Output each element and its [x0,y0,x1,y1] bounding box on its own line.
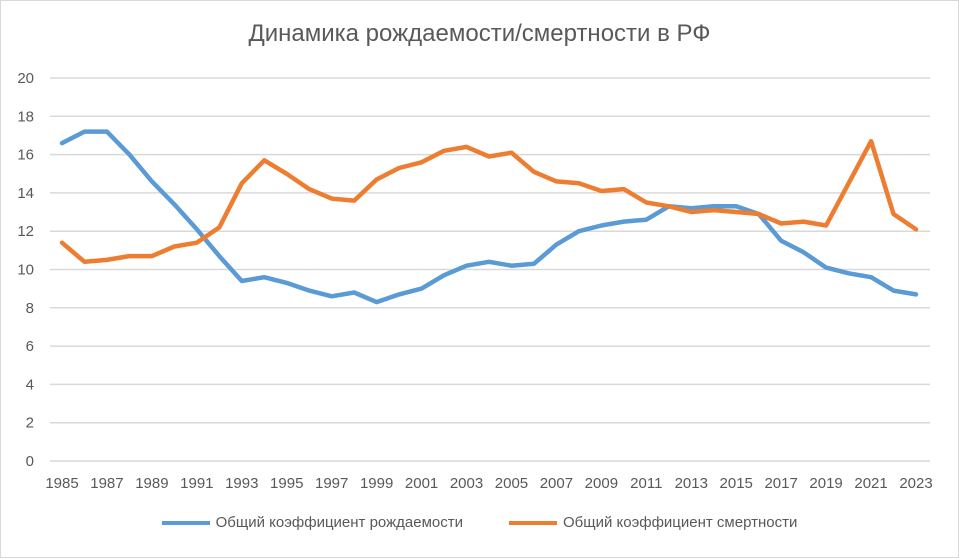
x-tick-label: 1993 [225,475,258,492]
chart-title: Динамика рождаемости/смертности в РФ [248,20,711,47]
legend: Общий коэффициент рождаемости Общий коэф… [0,514,959,531]
y-tick-label: 10 [17,262,34,279]
legend-item-birth: Общий коэффициент рождаемости [161,514,463,531]
x-tick-label: 2015 [720,475,753,492]
y-tick-label: 14 [17,185,34,202]
x-tick-label: 1995 [270,475,303,492]
x-tick-label: 2007 [540,475,573,492]
y-tick-label: 18 [17,108,34,125]
x-tick-label: 2011 [630,475,662,492]
x-tick-label: 1991 [180,475,213,492]
x-tick-label: 2003 [450,475,483,492]
legend-swatch [161,520,210,525]
legend-label: Общий коэффициент рождаемости [215,514,463,531]
legend-swatch [508,520,557,525]
x-tick-label: 2001 [405,475,438,492]
x-tick-label: 2017 [764,475,797,492]
x-tick-label: 2021 [854,475,887,492]
x-tick-label: 1999 [360,475,393,492]
legend-item-death: Общий коэффициент смертности [508,514,798,531]
y-tick-label: 20 [17,70,34,87]
x-tick-label: 1989 [135,475,168,492]
y-tick-label: 0 [26,453,34,470]
y-tick-label: 12 [17,223,34,240]
y-tick-label: 2 [26,415,34,432]
x-tick-label: 1987 [90,475,123,492]
x-tick-label: 2023 [899,475,932,492]
y-tick-label: 8 [26,300,34,317]
x-tick-label: 2005 [495,475,528,492]
x-tick-label: 2009 [585,475,618,492]
y-tick-label: 6 [26,338,34,355]
legend-label: Общий коэффициент смертности [562,514,798,531]
y-tick-label: 16 [17,147,34,164]
x-tick-label: 1997 [315,475,348,492]
x-tick-label: 2019 [809,475,842,492]
series-line-1 [59,138,919,265]
x-tick-label: 2013 [675,475,708,492]
y-tick-label: 4 [26,376,34,393]
x-tick-label: 1985 [45,475,78,492]
